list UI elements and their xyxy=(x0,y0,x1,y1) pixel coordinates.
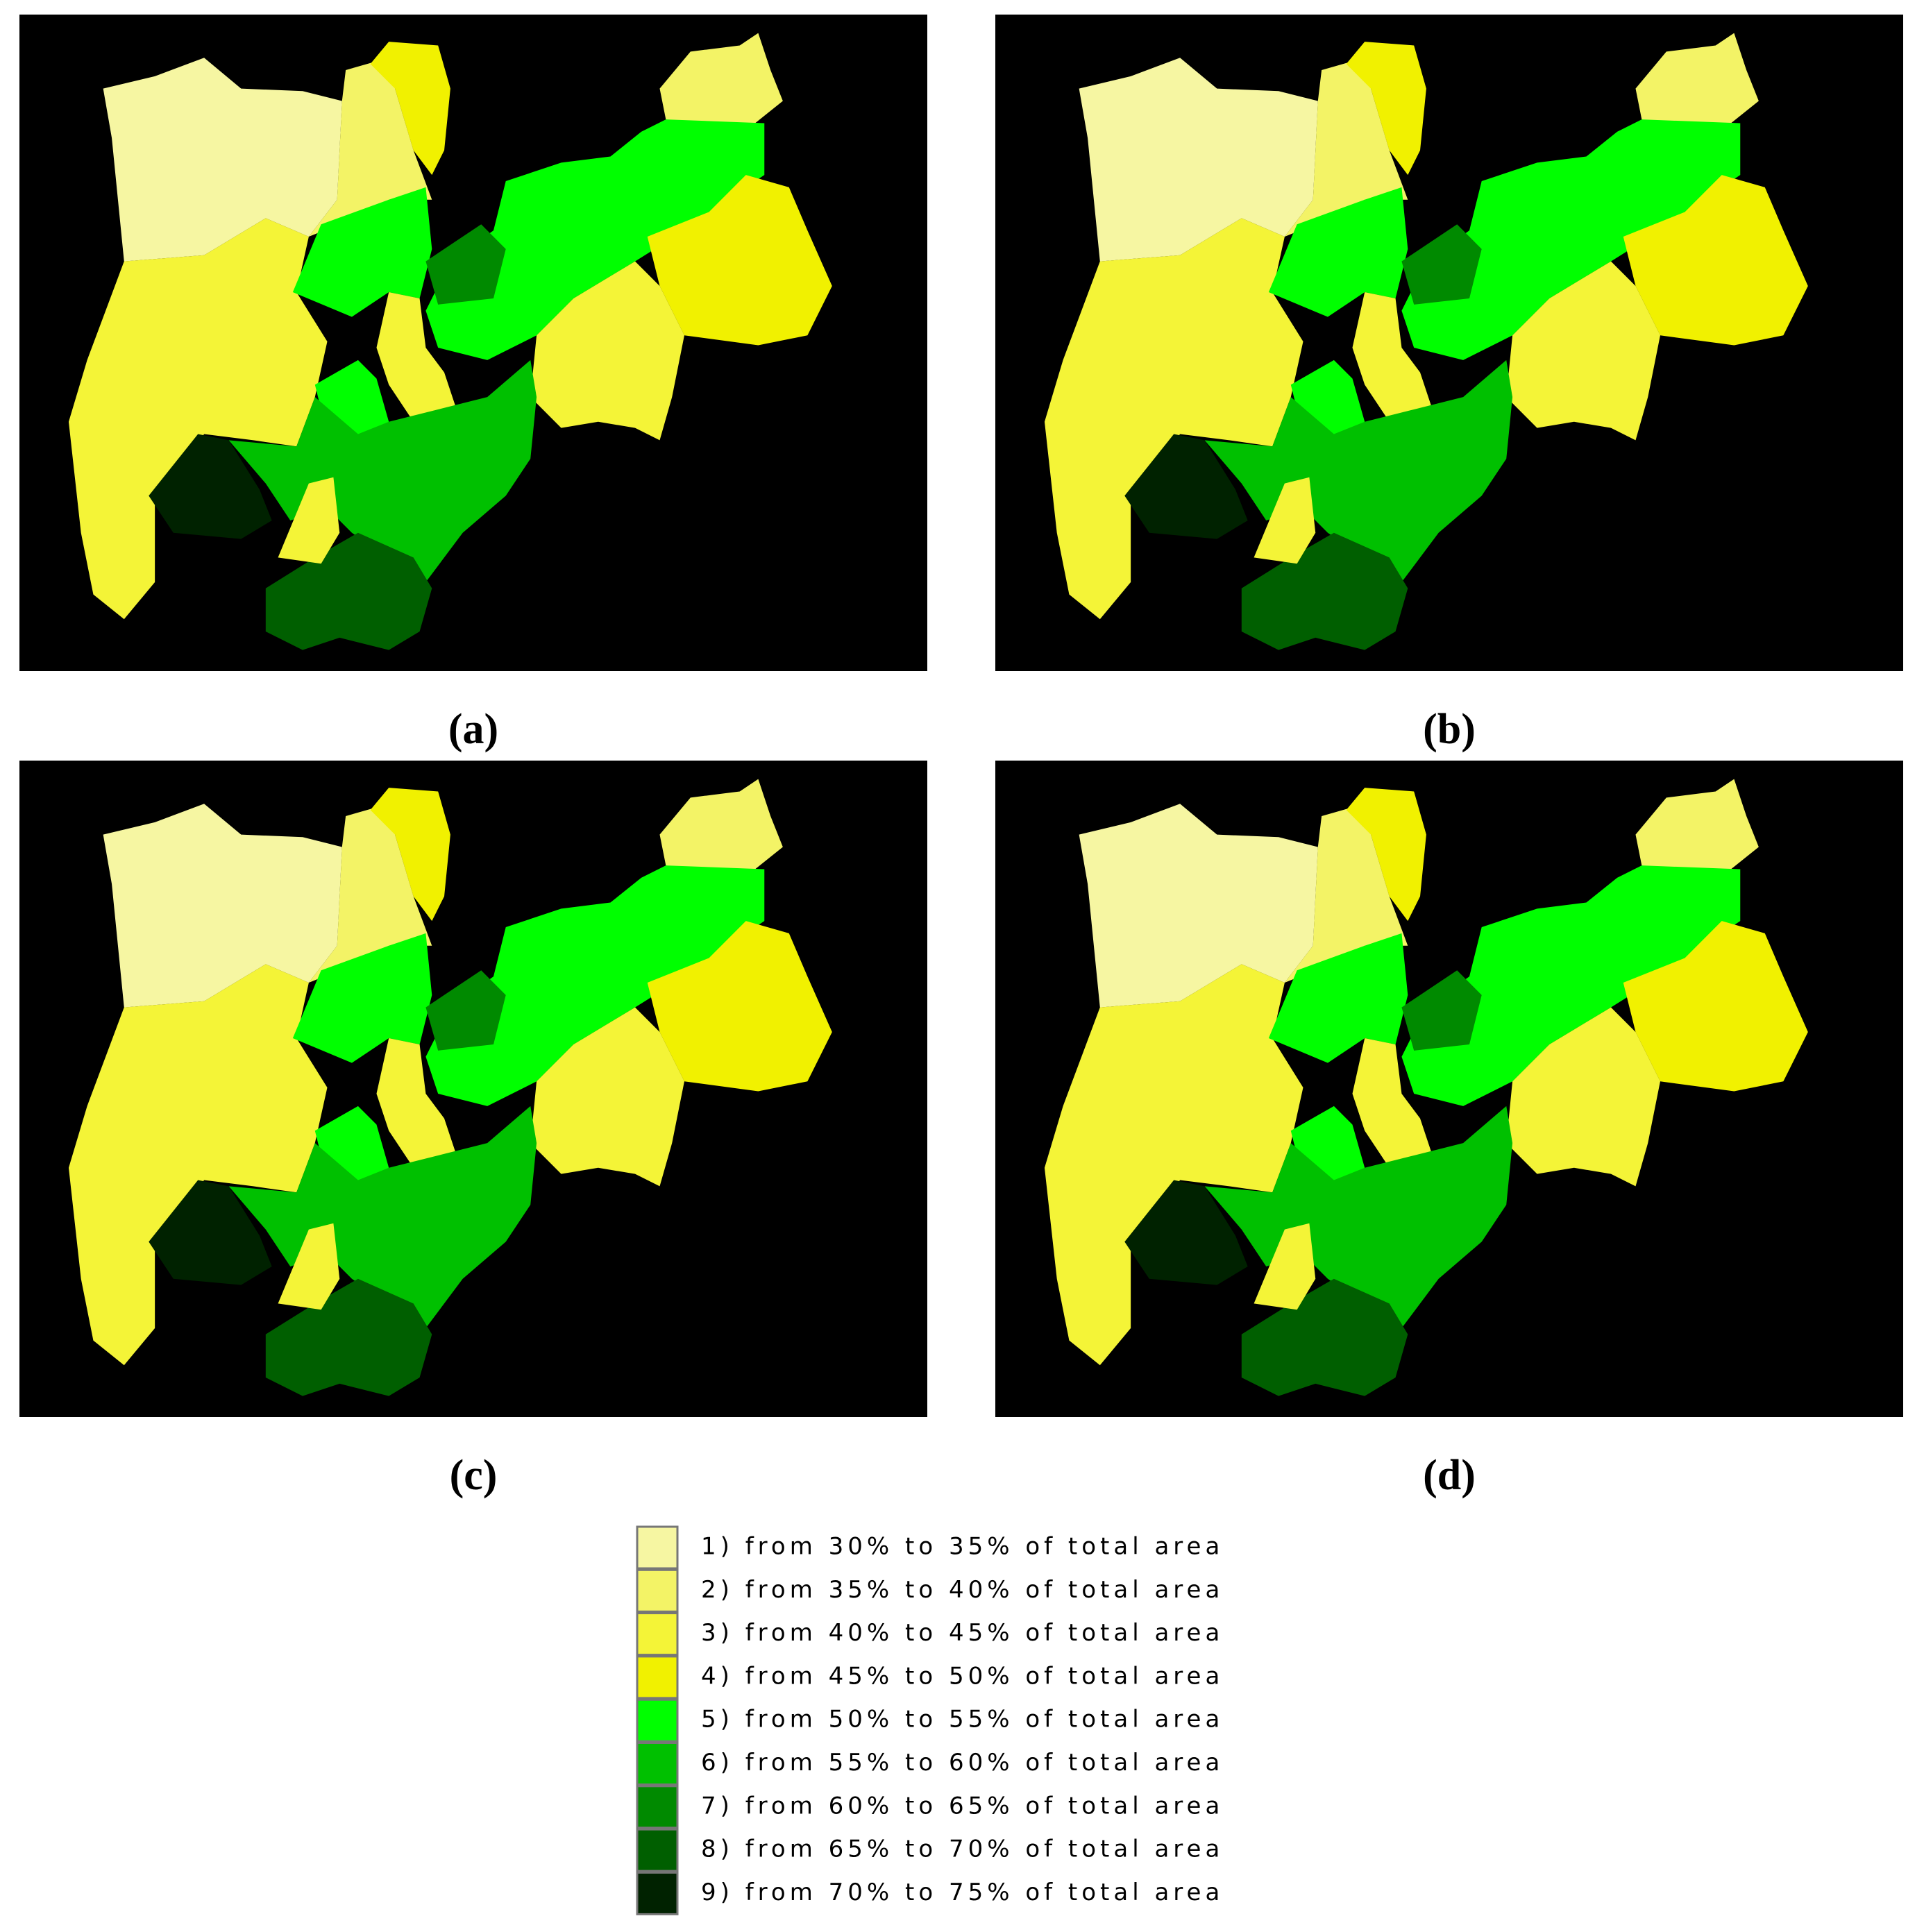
legend-label: 3) from 40% to 45% of total area xyxy=(701,1619,1224,1647)
legend-label: 9) from 70% to 75% of total area xyxy=(701,1879,1224,1906)
legend-label: 7) from 60% to 65% of total area xyxy=(701,1792,1224,1820)
legend-label: 4) from 45% to 50% of total area xyxy=(701,1662,1224,1690)
legend-swatch xyxy=(636,1871,679,1915)
map-panel xyxy=(19,761,927,1417)
legend-label: 8) from 65% to 70% of total area xyxy=(701,1836,1224,1863)
panel-caption: (a) xyxy=(448,706,498,753)
panel-caption: (c) xyxy=(450,1452,498,1499)
legend-swatch xyxy=(636,1612,679,1656)
panel-caption: (d) xyxy=(1423,1452,1476,1499)
map-panel xyxy=(19,15,927,671)
panel-caption: (b) xyxy=(1423,706,1476,753)
map-panel xyxy=(995,761,1903,1417)
legend-label: 5) from 50% to 55% of total area xyxy=(701,1706,1224,1734)
legend-label: 2) from 35% to 40% of total area xyxy=(701,1576,1224,1604)
legend-swatch xyxy=(636,1655,679,1700)
legend-swatch xyxy=(636,1828,679,1872)
legend-swatch xyxy=(636,1698,679,1743)
legend-swatch xyxy=(636,1785,679,1829)
legend-label: 1) from 30% to 35% of total area xyxy=(701,1533,1224,1561)
legend-label: 6) from 55% to 60% of total area xyxy=(701,1749,1224,1777)
legend-swatch xyxy=(636,1525,679,1570)
map-panel xyxy=(995,15,1903,671)
legend-swatch xyxy=(636,1742,679,1786)
legend-swatch xyxy=(636,1568,679,1613)
